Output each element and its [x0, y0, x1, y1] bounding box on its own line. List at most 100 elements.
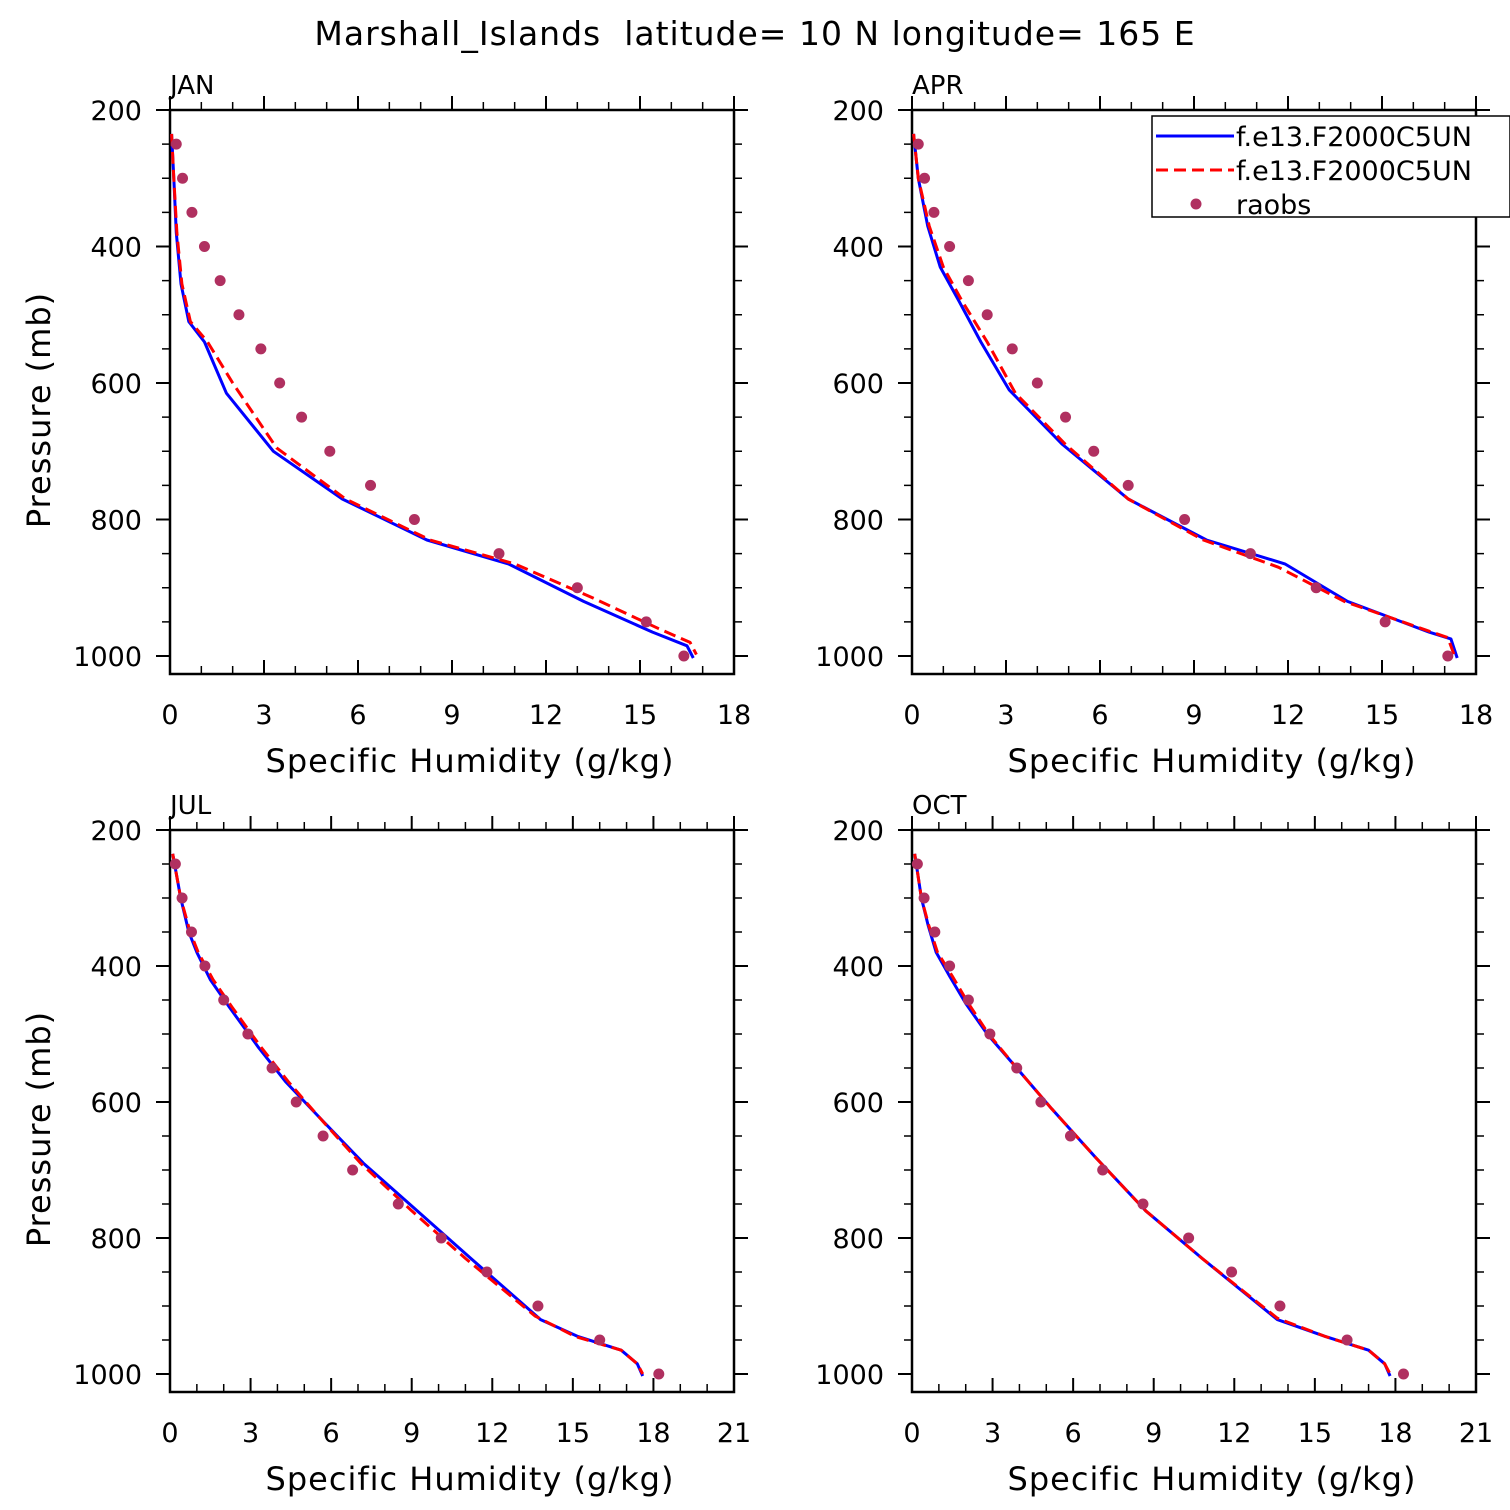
- y-tick-label: 1000: [73, 1360, 142, 1391]
- raobs-point: [912, 138, 924, 150]
- raobs-point: [532, 1300, 544, 1312]
- legend-box: [1151, 115, 1510, 218]
- x-tick-label: 6: [323, 1418, 340, 1449]
- y-tick-label: 800: [90, 506, 142, 537]
- raobs-point: [317, 1130, 329, 1142]
- raobs-point: [1183, 1232, 1195, 1244]
- raobs-point: [944, 960, 956, 972]
- plot-frame: [910, 828, 1478, 1394]
- y-tick-label: 400: [832, 952, 884, 983]
- raobs-point: [594, 1334, 606, 1346]
- panel-label: OCT: [912, 791, 967, 821]
- raobs-point: [266, 1062, 278, 1074]
- raobs-point: [1310, 582, 1322, 594]
- raobs-point: [1379, 616, 1391, 628]
- x-tick-label: 18: [636, 1418, 670, 1449]
- raobs-point: [392, 1198, 404, 1210]
- legend-label: f.e13.F2000C5UN: [1236, 156, 1472, 187]
- panel-jul: JUL 0 3 6 9 12 15 18 21 200 400 600 800 1000 Specific …: [20, 791, 751, 1498]
- raobs-point: [918, 892, 930, 904]
- raobs-point: [435, 1232, 447, 1244]
- raobs-point: [255, 343, 267, 355]
- x-axis-label: Specific Humidity (g/kg): [1008, 742, 1417, 780]
- raobs-point: [199, 960, 211, 972]
- y-tick-label: 200: [90, 816, 142, 847]
- raobs-point: [186, 206, 198, 218]
- x-tick-label: 0: [161, 1418, 178, 1449]
- y-tick-label: 400: [832, 233, 884, 264]
- raobs-point: [214, 275, 226, 287]
- series-model-dashed-line: [171, 853, 645, 1375]
- y-tick-label: 600: [90, 1088, 142, 1119]
- plot-frame: [168, 828, 736, 1394]
- y-tick-label: 200: [832, 96, 884, 127]
- series-raobs: [911, 858, 1409, 1380]
- series-model-dashed-line: [913, 853, 1392, 1375]
- raobs-point: [296, 411, 308, 423]
- raobs-point: [1031, 377, 1043, 389]
- x-tick-label: 12: [1217, 1418, 1251, 1449]
- x-axis-label: Specific Humidity (g/kg): [266, 742, 675, 780]
- raobs-point: [640, 616, 652, 628]
- raobs-point: [177, 172, 189, 184]
- x-tick-label: 12: [475, 1418, 509, 1449]
- raobs-point: [1035, 1096, 1047, 1108]
- x-tick-label: 6: [349, 700, 366, 731]
- raobs-point: [1179, 514, 1191, 525]
- y-tick-label: 800: [90, 1224, 142, 1255]
- x-tick-label: 15: [556, 1418, 590, 1449]
- x-tick-label: 9: [443, 700, 460, 731]
- x-tick-label: 12: [529, 700, 563, 731]
- panel-apr: APR 0 3 6 9 12 15 18 200 400 600 800 1000 Specific Hu…: [815, 71, 1493, 780]
- x-tick-label: 15: [1298, 1418, 1332, 1449]
- panel-label: APR: [912, 71, 964, 101]
- raobs-point: [347, 1164, 359, 1176]
- raobs-point: [1442, 650, 1454, 662]
- raobs-point: [678, 650, 690, 662]
- series-raobs: [170, 138, 690, 662]
- raobs-point: [1397, 1368, 1409, 1380]
- raobs-point: [408, 514, 420, 525]
- y-tick-label: 200: [832, 816, 884, 847]
- raobs-point: [1064, 1130, 1076, 1142]
- y-tick-label: 1000: [815, 1360, 884, 1391]
- series-model-dashed-line: [912, 133, 1456, 656]
- raobs-point: [1341, 1334, 1353, 1346]
- raobs-point: [981, 309, 993, 321]
- raobs-point: [1226, 1266, 1238, 1278]
- raobs-point: [185, 926, 197, 938]
- figure-title: Marshall_Islands latitude= 10 N longitud…: [314, 14, 1195, 53]
- x-tick-label: 3: [997, 700, 1014, 731]
- y-tick-label: 400: [90, 233, 142, 264]
- raobs-point: [481, 1266, 493, 1278]
- legend-marker: [1190, 198, 1202, 210]
- raobs-point: [176, 892, 188, 904]
- legend-label: raobs: [1236, 190, 1311, 221]
- series-model-dashed-line: [170, 133, 698, 656]
- raobs-point: [218, 994, 230, 1006]
- x-tick-label: 9: [403, 1418, 420, 1449]
- x-tick-label: 15: [1365, 700, 1399, 731]
- raobs-point: [911, 858, 923, 870]
- raobs-point: [1006, 343, 1018, 355]
- x-axis-label: Specific Humidity (g/kg): [266, 1460, 675, 1498]
- series-raobs: [912, 138, 1454, 662]
- y-tick-label: 1000: [815, 642, 884, 673]
- series-model-solid-line: [171, 853, 645, 1377]
- x-tick-label: 18: [1378, 1418, 1412, 1449]
- series-model-solid-line: [170, 133, 695, 659]
- x-tick-label: 0: [903, 1418, 920, 1449]
- raobs-point: [493, 548, 505, 560]
- raobs-point: [1274, 1300, 1286, 1312]
- x-tick-label: 18: [717, 700, 751, 731]
- x-tick-label: 3: [984, 1418, 1001, 1449]
- panel-label: JAN: [168, 71, 214, 101]
- x-tick-label: 18: [1459, 700, 1493, 731]
- panel-jan: JAN 0 3 6 9 12 15 18 200 400 600 800 1000 Specific Hu…: [20, 71, 751, 780]
- raobs-point: [1244, 548, 1256, 560]
- x-tick-label: 21: [717, 1418, 751, 1449]
- panel-oct: OCT 0 3 6 9 12 15 18 21 200 400 600 800 1000 Specific …: [815, 791, 1493, 1498]
- raobs-point: [929, 926, 941, 938]
- raobs-point: [324, 445, 336, 457]
